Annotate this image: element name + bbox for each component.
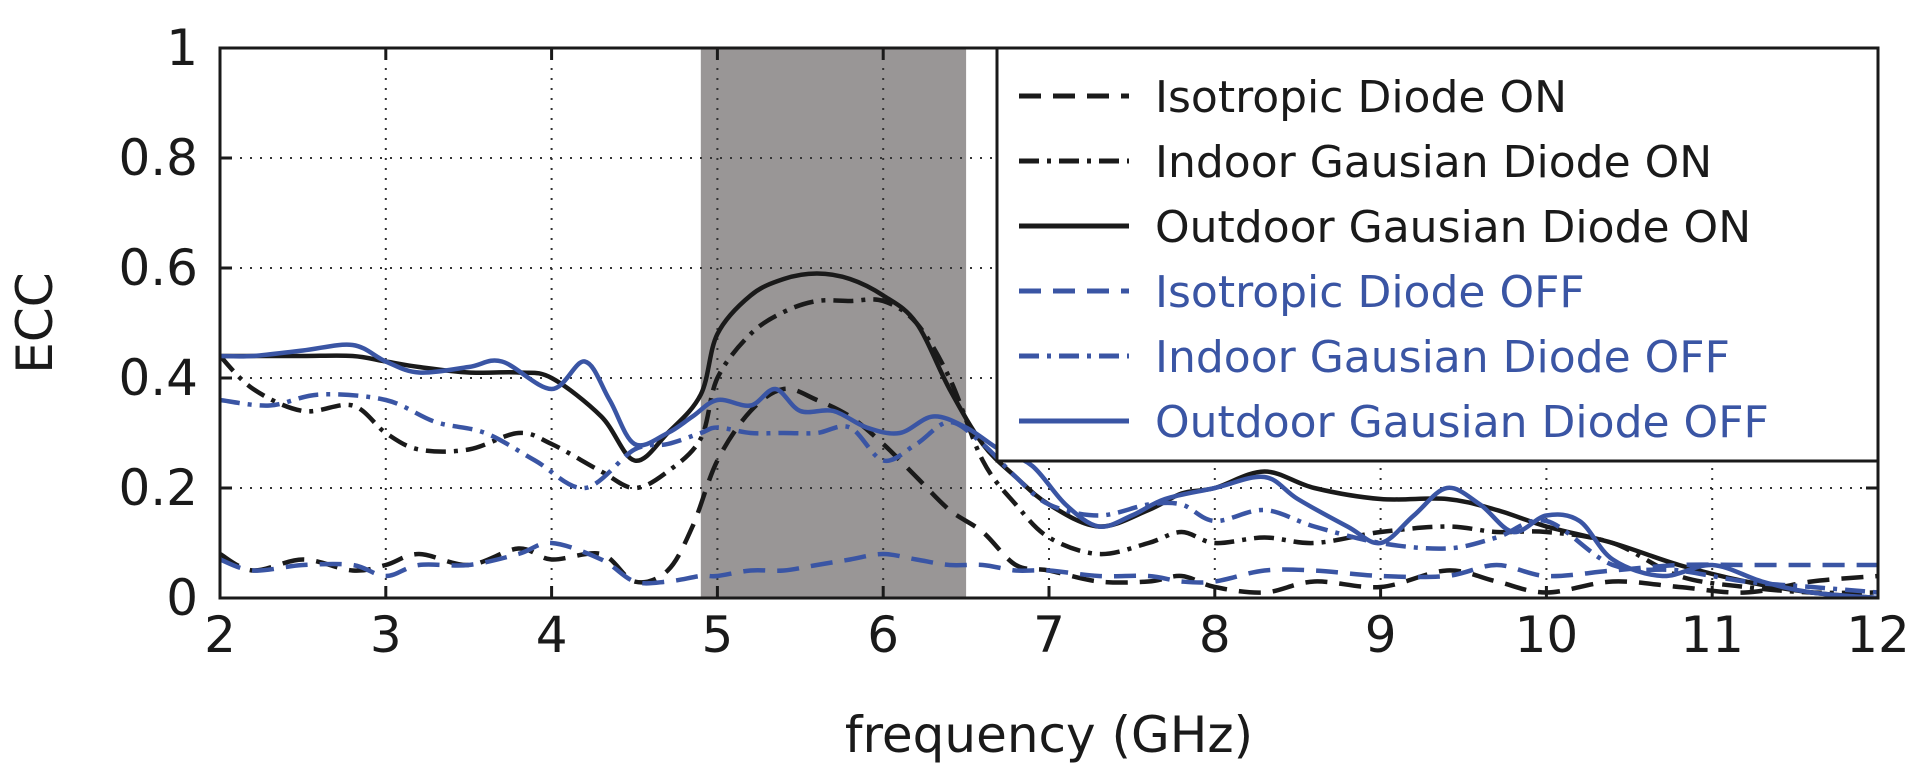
series-line-outdoor-gausian-diode-on (220, 271, 1878, 598)
x-tick-label: 5 (701, 606, 733, 664)
series-line-isotropic-diode-off (220, 540, 1878, 586)
x-tick-label: 9 (1365, 606, 1397, 664)
x-tick-label: 10 (1515, 606, 1579, 664)
legend-label-isotropic-diode-off: Isotropic Diode OFF (1155, 267, 1585, 318)
shaded-band-layer (700, 48, 967, 598)
shaded-band (700, 48, 967, 598)
legend-label-outdoor-gausian-diode-on: Outdoor Gausian Diode ON (1155, 202, 1751, 253)
x-axis-title: frequency (GHz) (845, 706, 1253, 764)
x-tick-label: 12 (1846, 606, 1910, 664)
series-line-outdoor-gausian-diode-off (220, 342, 1878, 598)
x-tick-label: 4 (536, 606, 568, 664)
y-tick-label: 0.6 (118, 239, 198, 297)
x-tick-label: 2 (204, 606, 236, 664)
x-tick-label: 8 (1199, 606, 1231, 664)
y-tick-label: 0.4 (118, 349, 198, 407)
series-layer (220, 271, 1878, 598)
legend-label-outdoor-gausian-diode-off: Outdoor Gausian Diode OFF (1155, 397, 1769, 448)
y-tick-label: 0 (166, 569, 198, 627)
tick-layer: 2 3 4 5 6 7 8 9 10 11 12 0 0.2 0.4 0.6 0.8 1 (118, 19, 1909, 664)
x-tick-label: 6 (867, 606, 899, 664)
legend: Isotropic Diode ON Indoor Gausian Diode O… (995, 46, 1880, 463)
x-tick-label: 7 (1033, 606, 1065, 664)
y-tick-label: 0.2 (118, 459, 198, 517)
legend-label-indoor-gausian-diode-off: Indoor Gausian Diode OFF (1155, 332, 1730, 383)
y-tick-label: 1 (166, 19, 198, 77)
series-line-isotropic-diode-on (220, 386, 1878, 595)
legend-label-indoor-gausian-diode-on: Indoor Gausian Diode ON (1155, 137, 1712, 188)
x-tick-label: 3 (370, 606, 402, 664)
y-axis-title: ECC (6, 272, 64, 373)
y-tick-label: 0.8 (118, 129, 198, 187)
legend-box (995, 46, 1880, 463)
legend-label-isotropic-diode-on: Isotropic Diode ON (1155, 72, 1567, 123)
x-tick-label: 11 (1680, 606, 1744, 664)
